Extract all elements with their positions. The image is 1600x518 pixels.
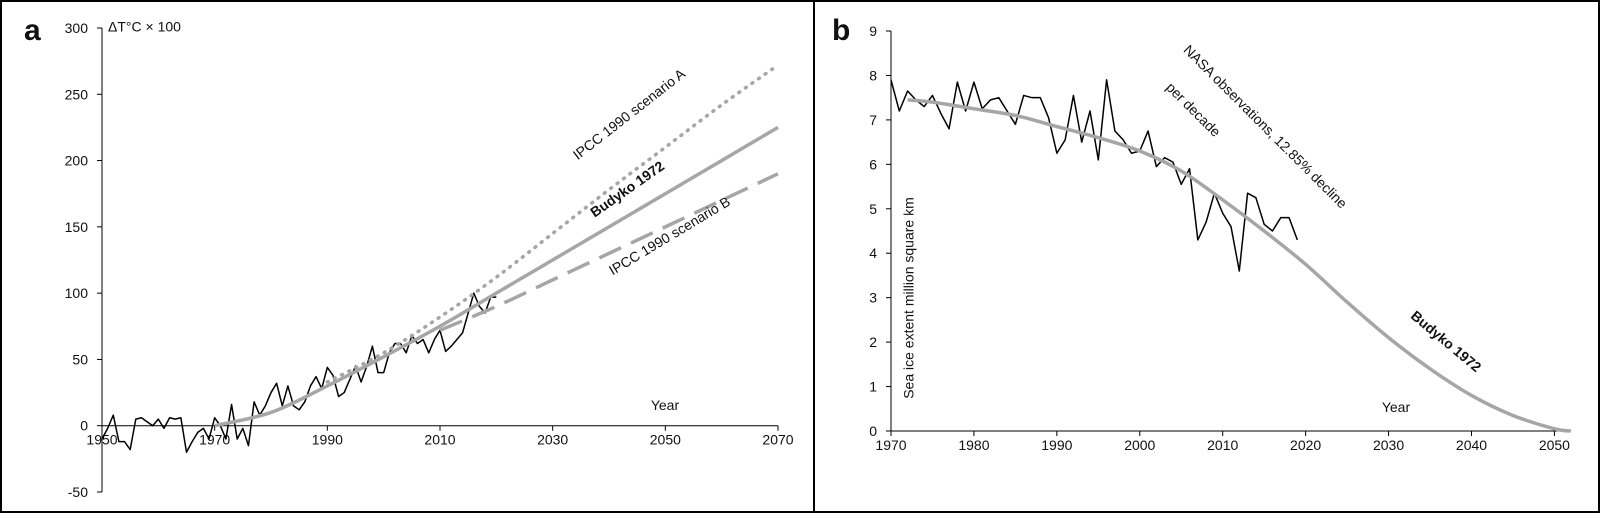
y-tick-label: 200 xyxy=(65,153,89,169)
series-line xyxy=(325,63,780,384)
series-line xyxy=(101,292,497,453)
x-axis-label: Year xyxy=(651,397,680,413)
y-tick-label: -50 xyxy=(68,484,88,500)
x-tick-label: 1990 xyxy=(312,432,343,448)
series-label: IPCC 1990 scenario B xyxy=(606,193,733,278)
x-tick-label: 2030 xyxy=(1373,437,1404,453)
y-tick-label: 100 xyxy=(65,285,89,301)
y-axis-label: ΔT°C × 100 xyxy=(108,19,181,35)
x-tick-label: 1980 xyxy=(958,437,989,453)
x-tick-label: 1970 xyxy=(875,437,906,453)
y-tick-label: 5 xyxy=(869,201,877,217)
x-axis-label: Year xyxy=(1382,399,1411,415)
x-tick-label: 1990 xyxy=(1041,437,1072,453)
x-tick-label: 2020 xyxy=(1290,437,1321,453)
series-line xyxy=(907,98,1572,433)
y-tick-label: 8 xyxy=(869,67,877,83)
y-tick-label: 0 xyxy=(869,423,877,439)
series-label: Budyko 1972 xyxy=(587,157,667,220)
y-tick-label: 1 xyxy=(869,379,877,395)
series-line xyxy=(214,125,779,428)
x-tick-label: 1970 xyxy=(199,432,230,448)
x-tick-label: 2030 xyxy=(537,432,568,448)
x-tick-label: 1950 xyxy=(86,432,117,448)
x-tick-label: 2010 xyxy=(424,432,455,448)
panel-label: a xyxy=(24,14,41,47)
x-tick-label: 2010 xyxy=(1207,437,1238,453)
y-tick-label: 150 xyxy=(65,219,89,235)
y-tick-label: 50 xyxy=(72,351,88,367)
y-tick-label: 6 xyxy=(869,156,877,172)
y-tick-label: 0 xyxy=(80,418,88,434)
series-label: IPCC 1990 scenario A xyxy=(570,65,689,163)
y-tick-label: 300 xyxy=(65,20,89,36)
panel-label: b xyxy=(832,14,850,47)
annotation: per decade xyxy=(1163,79,1224,140)
y-tick-label: 2 xyxy=(869,334,877,350)
x-tick-label: 2000 xyxy=(1124,437,1155,453)
y-tick-label: 4 xyxy=(869,245,877,261)
x-tick-label: 2040 xyxy=(1456,437,1487,453)
x-tick-label: 2070 xyxy=(762,432,793,448)
series-line xyxy=(439,172,779,332)
y-tick-label: 3 xyxy=(869,290,877,306)
y-tick-label: 250 xyxy=(65,86,89,102)
y-tick-label: 9 xyxy=(869,23,877,39)
x-tick-label: 2050 xyxy=(1539,437,1570,453)
series-label: Budyko 1972 xyxy=(1408,307,1485,375)
x-tick-label: 2050 xyxy=(650,432,681,448)
y-axis-label: Sea ice extent million square km xyxy=(901,197,917,399)
y-tick-label: 7 xyxy=(869,112,877,128)
